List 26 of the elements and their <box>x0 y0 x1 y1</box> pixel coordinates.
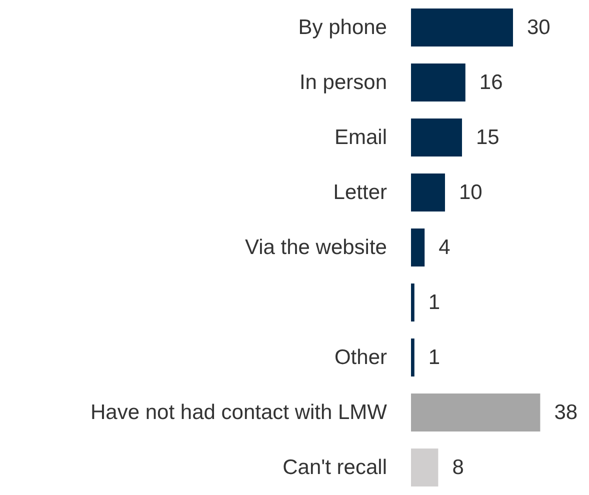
bar <box>411 448 438 486</box>
bar <box>411 228 425 266</box>
y-tick-label: Other <box>334 346 387 369</box>
y-tick-label: Can't recall <box>282 456 387 479</box>
data-label: 15 <box>476 126 500 149</box>
bar <box>411 64 466 102</box>
bar <box>411 284 414 322</box>
y-tick-label: Have not had contact with LMW <box>90 401 388 424</box>
y-tick-label: In person <box>299 71 387 94</box>
bar <box>411 8 513 46</box>
data-label: 4 <box>438 236 451 259</box>
data-label: 8 <box>452 456 464 479</box>
bar <box>411 118 462 156</box>
data-label: 1 <box>428 291 440 314</box>
data-label: 30 <box>527 16 550 39</box>
bar <box>411 338 414 376</box>
bar <box>411 174 445 212</box>
y-tick-label: Via the website <box>244 236 387 259</box>
y-tick-label: By phone <box>298 16 387 39</box>
y-tick-label: Letter <box>333 181 388 204</box>
data-label: 10 <box>459 181 482 204</box>
data-label: 16 <box>479 71 503 94</box>
data-label: 38 <box>554 401 578 424</box>
bar <box>411 394 540 432</box>
data-label: 1 <box>428 346 440 369</box>
y-tick-label: Email <box>334 126 387 149</box>
